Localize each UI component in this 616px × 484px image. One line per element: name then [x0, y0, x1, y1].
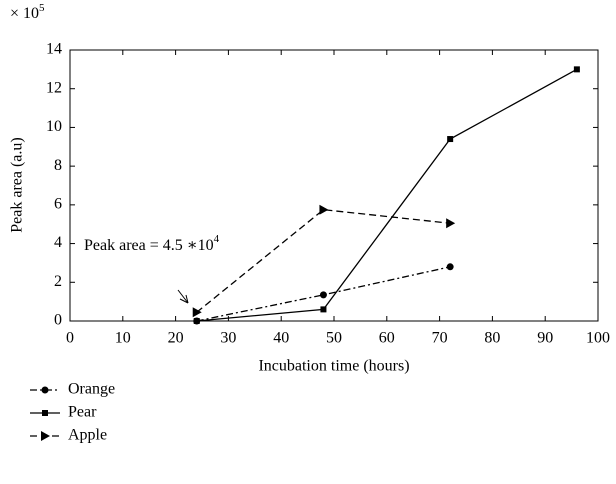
marker — [573, 66, 580, 73]
y-tick-label: 2 — [54, 273, 62, 290]
x-tick-label: 30 — [220, 330, 236, 347]
x-tick-label: 20 — [168, 330, 184, 347]
y-tick-label: 0 — [54, 312, 62, 329]
annotation-arrowhead — [179, 294, 189, 304]
legend-label: Apple — [68, 427, 107, 444]
legend-label: Pear — [68, 404, 97, 421]
y-tick-label: 8 — [54, 157, 62, 174]
y-scale: × 105 — [10, 2, 45, 22]
series-line — [196, 266, 451, 322]
marker — [41, 386, 49, 394]
y-tick-label: 10 — [46, 118, 62, 135]
x-tick-label: 60 — [379, 330, 395, 347]
marker — [193, 318, 200, 324]
x-tick-label: 40 — [273, 330, 289, 347]
marker — [320, 306, 327, 313]
y-scale-exponent: 5 — [39, 2, 45, 14]
y-scale-base: × 10 — [10, 5, 39, 22]
annotation: Peak area = 4.5 ∗104 — [84, 233, 220, 254]
series-line — [196, 209, 451, 313]
annotation-arrow — [177, 289, 189, 304]
x-tick-label: 100 — [586, 330, 610, 347]
y-axis-label: Peak area (a.u) — [9, 137, 26, 233]
plot-frame — [69, 49, 599, 322]
x-tick-label: 10 — [115, 330, 131, 347]
x-tick-label: 0 — [66, 330, 74, 347]
marker — [446, 218, 456, 229]
y-tick-label: 4 — [54, 234, 62, 251]
marker — [447, 136, 454, 143]
y-tick-label: 14 — [46, 41, 62, 58]
marker — [41, 431, 50, 441]
marker — [192, 307, 202, 318]
x-tick-label: 80 — [484, 330, 500, 347]
series-line — [196, 68, 578, 322]
y-tick-label: 12 — [46, 79, 62, 96]
x-tick-label: 50 — [326, 330, 342, 347]
annotation-exponent: 4 — [214, 233, 220, 245]
x-tick-label: 70 — [432, 330, 448, 347]
x-tick-label: 90 — [537, 330, 553, 347]
y-tick-label: 6 — [54, 196, 62, 213]
marker — [319, 291, 327, 299]
x-axis-label: Incubation time (hours) — [258, 358, 409, 375]
marker — [319, 204, 329, 215]
marker — [42, 410, 48, 416]
annotation-text: Peak area = 4.5 ∗10 — [84, 237, 214, 254]
marker — [446, 263, 454, 271]
legend-label: Orange — [68, 381, 115, 398]
